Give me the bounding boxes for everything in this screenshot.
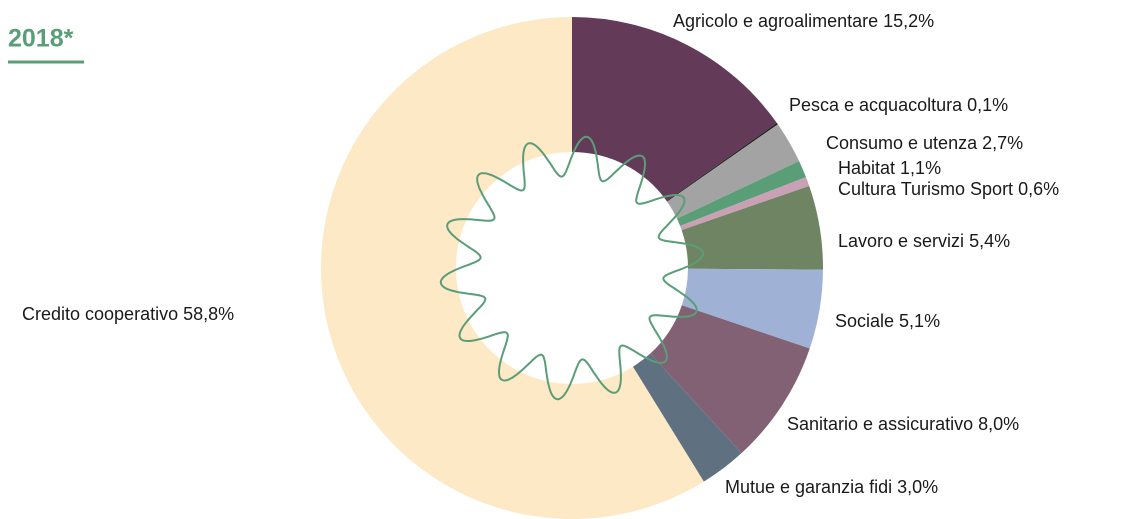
slice-label: Sanitario e assicurativo 8,0% — [787, 414, 1019, 434]
wedge — [650, 305, 810, 454]
wedge — [681, 185, 823, 270]
slice-label: Mutue e garanzia fidi 3,0% — [725, 477, 938, 497]
category-label: Habitat — [838, 158, 895, 178]
value-label: 0,1% — [967, 95, 1008, 115]
value-label: 0,6% — [1018, 179, 1059, 199]
value-label: 15,2% — [883, 11, 934, 31]
value-label: 58,8% — [183, 304, 234, 324]
decorative-wave — [439, 135, 705, 401]
donut — [321, 17, 823, 519]
slice-label: Consumo e utenza 2,7% — [826, 133, 1023, 153]
category-label: Cultura Turismo Sport — [838, 179, 1013, 199]
slice-label: Sociale 5,1% — [835, 311, 940, 331]
value-label: 8,0% — [978, 414, 1019, 434]
wedge — [680, 177, 810, 231]
category-label: Consumo e utenza — [826, 133, 978, 153]
wedge — [681, 268, 823, 349]
value-label: 3,0% — [897, 477, 938, 497]
wedge — [667, 124, 800, 219]
category-label: Lavoro e servizi — [838, 231, 964, 251]
slice-label: Habitat 1,1% — [838, 158, 941, 178]
wedge — [632, 353, 742, 482]
wedge — [321, 17, 704, 519]
category-label: Sanitario e assicurativo — [787, 414, 973, 434]
category-label: Mutue e garanzia fidi — [725, 477, 892, 497]
category-label: Credito cooperativo — [22, 304, 178, 324]
value-label: 1,1% — [900, 158, 941, 178]
slice-label: Lavoro e servizi 5,4% — [838, 231, 1010, 251]
value-label: 5,4% — [969, 231, 1010, 251]
slice-label: Cultura Turismo Sport 0,6% — [838, 179, 1059, 199]
category-label: Agricolo e agroalimentare — [673, 11, 878, 31]
value-label: 2,7% — [982, 133, 1023, 153]
category-label: Sociale — [835, 311, 894, 331]
slice-label: Pesca e acquacoltura 0,1% — [789, 95, 1008, 115]
chart-title: 2018* — [8, 25, 74, 53]
slice-label: Agricolo e agroalimentare 15,2% — [673, 11, 934, 31]
wedge — [676, 161, 806, 226]
wedge — [666, 123, 778, 202]
category-label: Pesca e acquacoltura — [789, 95, 963, 115]
value-label: 5,1% — [899, 311, 940, 331]
wedge — [572, 17, 777, 202]
slice-label: Credito cooperativo 58,8% — [22, 304, 234, 324]
labels: Agricolo e agroalimentare 15,2% Pesca e ac… — [22, 11, 1059, 497]
